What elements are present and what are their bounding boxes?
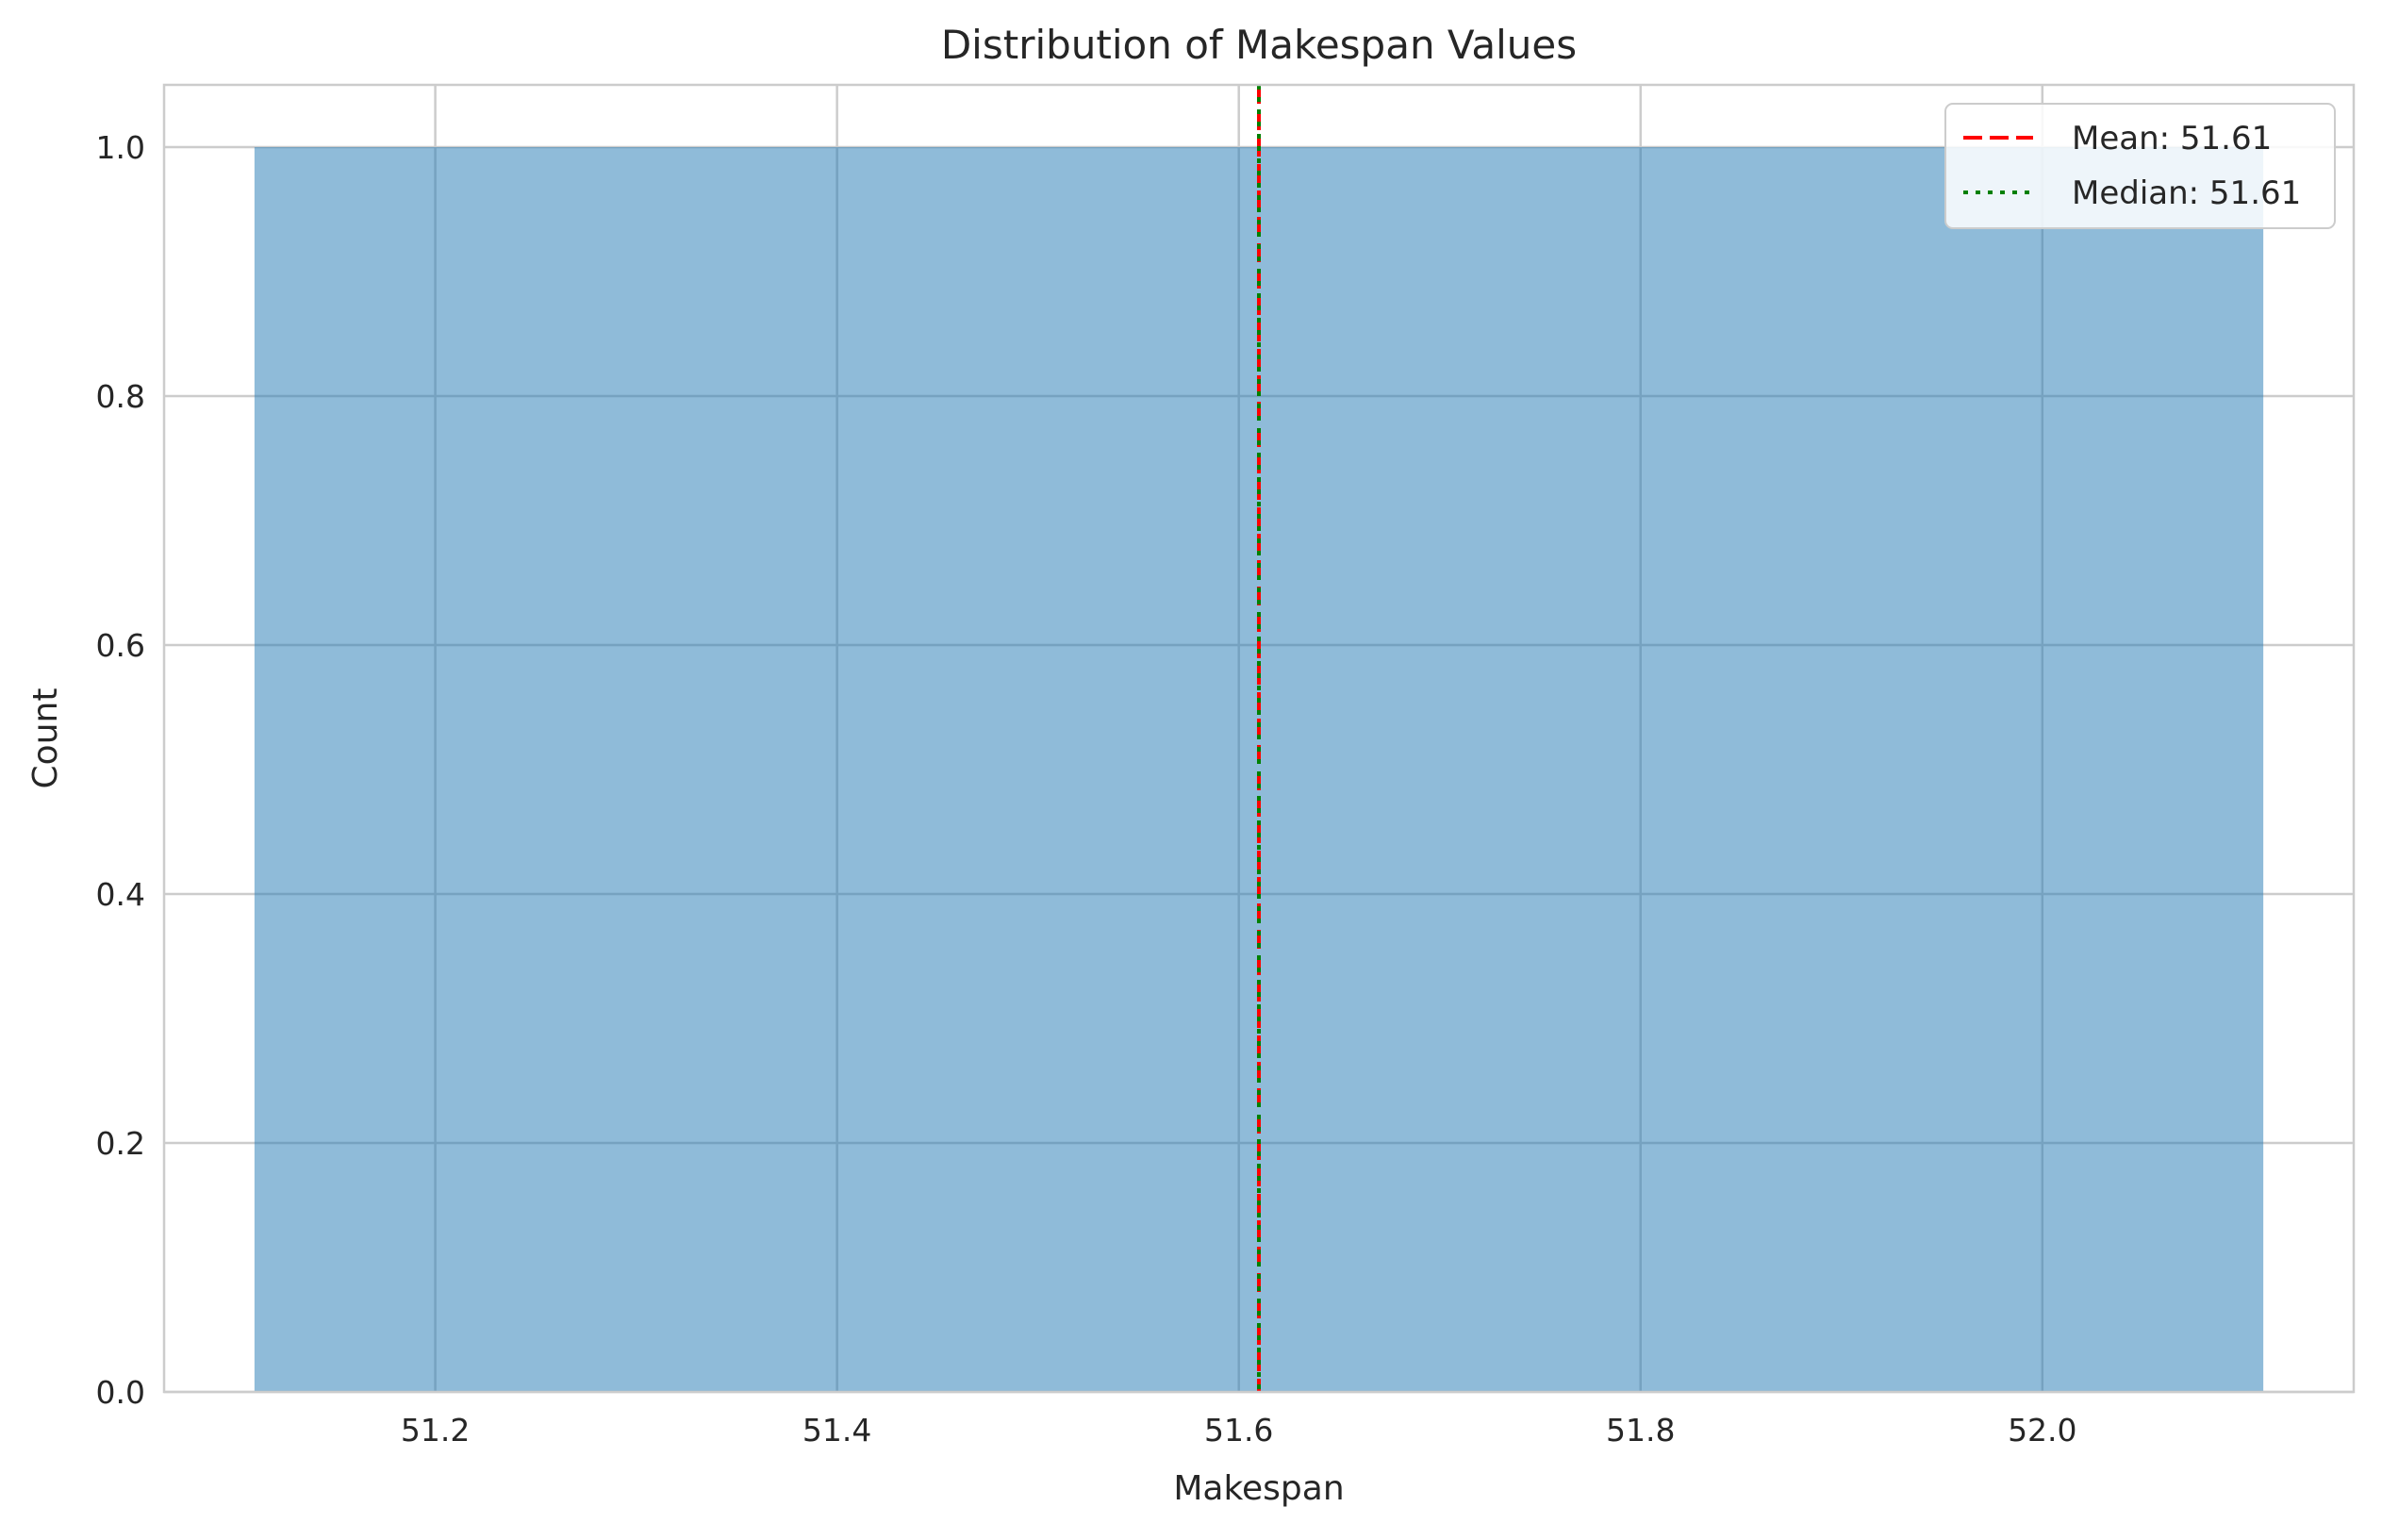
x-tick-label-2: 51.6 bbox=[1204, 1412, 1273, 1449]
y-tick-label-1: 0.2 bbox=[96, 1125, 145, 1162]
legend-entry-median: Median: 51.61 bbox=[2072, 174, 2301, 212]
y-tick-label-3: 0.6 bbox=[96, 627, 145, 664]
y-tick-label-5: 1.0 bbox=[96, 129, 145, 166]
plot-frame bbox=[162, 83, 2356, 1394]
x-tick-label-3: 51.8 bbox=[1606, 1412, 1675, 1449]
y-tick-label-0: 0.0 bbox=[96, 1374, 145, 1411]
y-axis-ticks: 0.0 0.2 0.4 0.6 0.8 1.0 bbox=[96, 129, 145, 1411]
x-axis-label: Makespan bbox=[1173, 1469, 1344, 1508]
chart-title: Distribution of Makespan Values bbox=[941, 22, 1577, 68]
y-tick-label-2: 0.4 bbox=[96, 876, 145, 913]
x-tick-label-1: 51.4 bbox=[802, 1412, 871, 1449]
x-tick-label-0: 51.2 bbox=[401, 1412, 470, 1449]
y-axis-label: Count bbox=[26, 688, 65, 789]
x-tick-label-4: 52.0 bbox=[2008, 1412, 2076, 1449]
legend: Mean: 51.61 Median: 51.61 bbox=[1944, 103, 2336, 229]
y-tick-label-4: 0.8 bbox=[96, 378, 145, 415]
legend-entry-mean: Mean: 51.61 bbox=[2072, 120, 2272, 157]
legend-box bbox=[1944, 103, 2336, 229]
x-axis-ticks: 51.2 51.4 51.6 51.8 52.0 bbox=[401, 1412, 2077, 1449]
